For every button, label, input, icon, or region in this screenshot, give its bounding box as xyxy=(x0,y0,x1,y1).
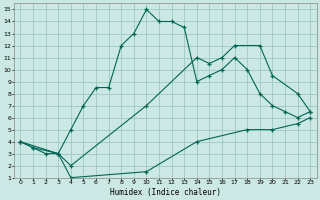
X-axis label: Humidex (Indice chaleur): Humidex (Indice chaleur) xyxy=(110,188,221,197)
